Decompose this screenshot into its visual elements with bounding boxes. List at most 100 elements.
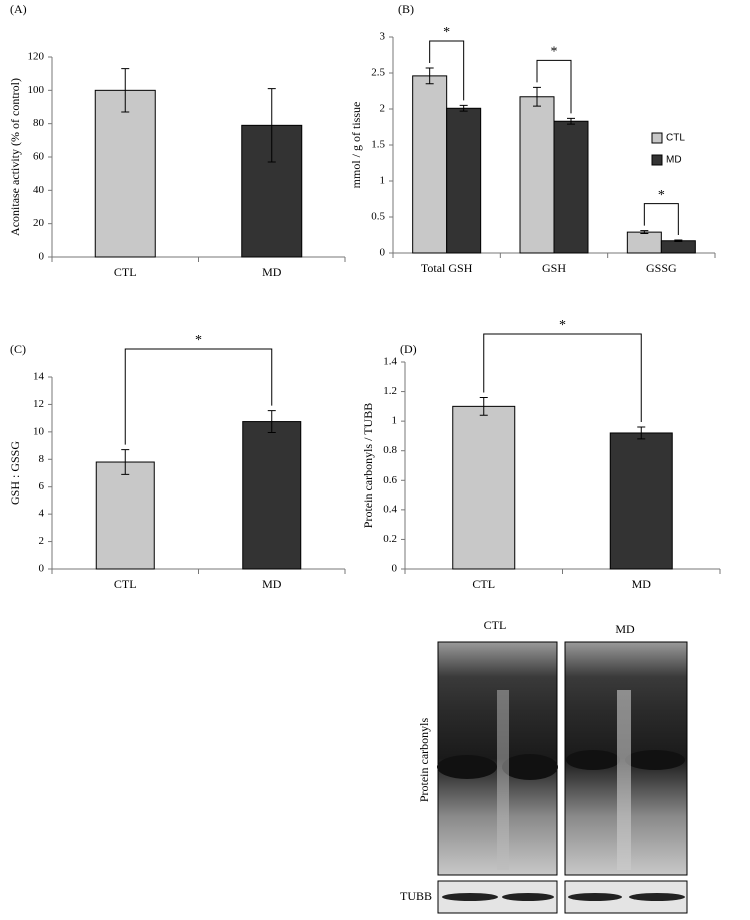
significance-label: * (443, 25, 450, 40)
significance-bracket (643, 203, 679, 236)
significance-label: * (551, 45, 558, 60)
y-tick-label: 0.8 (383, 444, 397, 456)
bar (609, 432, 673, 570)
blot-band-label: Protein carbonyls (417, 718, 431, 803)
panel-label: (D) (400, 342, 417, 356)
x-tick-label: CTL (472, 577, 495, 591)
legend-label: CTL (666, 133, 685, 144)
legend-swatch (651, 154, 663, 166)
y-axis-title: mmol / g of tissue (349, 102, 363, 189)
error-bar (121, 449, 130, 475)
y-axis-title: Aconitase activity (% of control) (8, 78, 22, 236)
error-bar (267, 88, 276, 163)
y-tick-label: 10 (33, 425, 45, 437)
blot-band (502, 754, 558, 780)
y-tick-label: 2 (39, 535, 45, 547)
error-bar (121, 68, 130, 113)
blot-band (502, 893, 554, 901)
x-tick-label: MD (262, 265, 282, 279)
error-bar (567, 117, 575, 125)
y-tick-label: 2.5 (371, 67, 385, 79)
y-tick-label: 0.2 (383, 533, 397, 545)
blot-group-label: MD (615, 622, 635, 636)
error-bar (637, 426, 646, 440)
y-tick-label: 3 (380, 31, 386, 43)
panel-label: (B) (398, 2, 414, 16)
x-tick-label: CTL (114, 577, 137, 591)
y-tick-label: 1.5 (371, 139, 385, 151)
bar (519, 96, 555, 254)
bar (95, 461, 155, 570)
bar (446, 107, 482, 254)
blot-band (566, 750, 620, 770)
significance-bracket (536, 59, 572, 114)
y-tick-label: 60 (33, 151, 45, 163)
significance-label: * (195, 333, 202, 348)
panel-label: (A) (10, 2, 27, 16)
blot-band (437, 755, 497, 779)
error-bar (479, 396, 488, 416)
bar (94, 89, 156, 258)
significance-bracket (429, 40, 465, 101)
error-bar (425, 67, 434, 85)
x-tick-label: Total GSH (421, 261, 473, 275)
panel-label: (C) (10, 342, 26, 356)
y-tick-label: 14 (33, 371, 45, 383)
y-tick-label: 0.5 (371, 211, 385, 223)
bar (553, 120, 589, 254)
y-tick-label: 100 (28, 84, 45, 96)
blot-band-label: TUBB (400, 889, 432, 903)
significance-bracket (483, 333, 642, 423)
error-bar (533, 86, 541, 107)
error-bar (459, 104, 468, 112)
blot-group-label: CTL (484, 618, 507, 632)
y-tick-label: 1.4 (383, 356, 397, 368)
y-tick-label: 0 (39, 563, 45, 575)
blot-band (625, 750, 685, 770)
y-tick-label: 2 (380, 103, 386, 115)
bar (412, 75, 448, 254)
error-bar (674, 239, 683, 242)
bar (242, 421, 302, 570)
y-tick-label: 1.2 (383, 385, 397, 397)
y-tick-label: 80 (33, 117, 45, 129)
y-tick-label: 20 (33, 217, 45, 229)
x-tick-label: GSH (542, 261, 566, 275)
y-tick-label: 0 (392, 563, 398, 575)
y-tick-label: 6 (39, 480, 45, 492)
bar (626, 231, 662, 254)
x-tick-label: MD (632, 577, 652, 591)
significance-label: * (559, 318, 566, 333)
blot-gap (617, 690, 631, 870)
x-tick-label: CTL (114, 265, 137, 279)
y-tick-label: 0.4 (383, 503, 397, 515)
significance-label: * (658, 188, 665, 203)
legend-swatch (651, 132, 663, 144)
y-axis-title: Protein carbonyls / TUBB (361, 403, 375, 528)
y-tick-label: 1 (380, 175, 386, 187)
y-tick-label: 8 (39, 453, 45, 465)
blot-band (568, 893, 622, 901)
legend-label: MD (666, 155, 682, 166)
y-tick-label: 120 (28, 51, 45, 63)
x-tick-label: MD (262, 577, 282, 591)
blot-band (629, 893, 685, 901)
significance-bracket (124, 348, 273, 445)
x-tick-label: GSSG (646, 261, 677, 275)
blot: CTL MD Protein carbonyls TUBB (400, 618, 688, 914)
y-tick-label: 0 (39, 251, 45, 263)
y-axis-title: GSH : GSSG (8, 441, 22, 505)
bar (660, 240, 696, 254)
blot-band (442, 893, 498, 901)
error-bar (267, 410, 276, 434)
blot-gap (497, 690, 509, 870)
y-tick-label: 0.6 (383, 474, 397, 486)
bar (452, 405, 516, 570)
y-tick-label: 12 (33, 398, 44, 410)
y-tick-label: 1 (392, 415, 398, 427)
y-tick-label: 40 (33, 184, 45, 196)
y-tick-label: 4 (39, 508, 45, 520)
error-bar (640, 230, 649, 235)
